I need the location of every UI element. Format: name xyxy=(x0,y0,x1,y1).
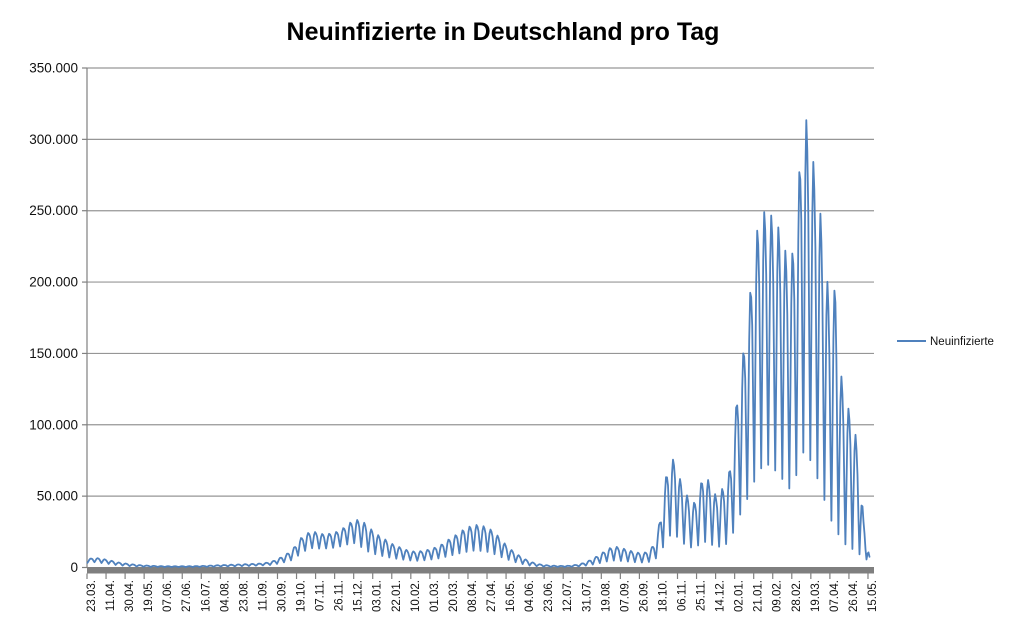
x-tick-label: 06.11. xyxy=(677,580,689,611)
x-tick-label: 07.09. xyxy=(619,580,631,612)
x-tick-label: 08.04. xyxy=(467,580,479,612)
x-tick-label: 20.03. xyxy=(448,580,460,612)
x-tick-label: 16.07. xyxy=(200,580,212,612)
x-tick-label: 21.01. xyxy=(753,580,765,612)
x-tick-label: 10.02. xyxy=(410,580,422,612)
x-tick-label: 19.03. xyxy=(810,580,822,612)
x-tick-label: 16.05. xyxy=(505,580,517,612)
y-tick-label: 350.000 xyxy=(29,61,78,76)
x-tick-label: 23.03. xyxy=(86,580,98,612)
y-tick-label: 200.000 xyxy=(29,275,78,290)
chart-title: Neuinfizierte in Deutschland pro Tag xyxy=(287,18,720,46)
x-tick-label: 15.12. xyxy=(353,580,365,612)
x-axis: 23.03. 11.04. 30.04. 19.05. 07.06. 27.06. 16.0… xyxy=(86,567,879,612)
x-tick-label: 22.01. xyxy=(391,580,403,612)
x-tick-label: 28.02. xyxy=(791,580,803,612)
x-tick-label: 30.09. xyxy=(276,580,288,612)
y-tick-label: 100.000 xyxy=(29,417,78,432)
x-tick-label: 31.07. xyxy=(581,580,593,612)
x-tick-label: 04.08. xyxy=(219,580,231,612)
x-tick-label: 26.11. xyxy=(334,580,346,611)
x-tick-label: 27.04. xyxy=(486,580,498,612)
x-tick-label: 07.06. xyxy=(162,580,174,612)
x-tick-label: 14.12. xyxy=(715,580,727,612)
x-tick-label: 12.07. xyxy=(562,580,574,612)
x-tick-label: 30.04. xyxy=(124,580,136,612)
x-tick-label: 27.06. xyxy=(181,580,193,612)
x-tick-label: 03.01. xyxy=(372,580,384,612)
y-tick-label: 150.000 xyxy=(29,346,78,361)
x-tick-label: 02.01. xyxy=(734,580,746,612)
gridlines xyxy=(87,67,874,497)
x-tick-label: 07.04. xyxy=(829,580,841,612)
x-tick-label: 26.09. xyxy=(638,580,650,612)
legend-label: Neuinfizierte xyxy=(930,336,994,348)
y-axis: 0 50.000 100.000 150.000 200.000 250.000 300.0… xyxy=(29,61,88,575)
y-tick-label: 300.000 xyxy=(29,132,78,147)
x-tick-label: 26.04. xyxy=(848,580,860,612)
series-line-neuinfizierte xyxy=(86,119,871,568)
x-tick-label: 23.06. xyxy=(543,580,555,612)
x-axis-bar xyxy=(87,567,874,574)
y-tick-label: 0 xyxy=(70,560,78,575)
x-tick-label: 04.06. xyxy=(524,580,536,612)
x-tick-label: 19.08. xyxy=(600,580,612,612)
x-tick-label: 09.02. xyxy=(772,580,784,612)
x-tick-label: 25.11. xyxy=(696,580,708,611)
x-tick-label: 11.04. xyxy=(105,580,117,611)
x-tick-label: 15.05. xyxy=(867,580,879,612)
y-tick-label: 50.000 xyxy=(37,489,78,504)
x-tick-label: 23.08. xyxy=(238,580,250,612)
y-tick-label: 250.000 xyxy=(29,203,78,218)
x-tick-label: 19.10. xyxy=(296,580,308,612)
x-tick-label: 19.05. xyxy=(143,580,155,612)
legend: Neuinfizierte xyxy=(897,336,994,348)
x-tick-label: 18.10. xyxy=(657,580,669,612)
x-tick-label: 11.09. xyxy=(257,580,269,611)
x-tick-label: 01.03. xyxy=(429,580,441,612)
x-tick-label: 07.11. xyxy=(315,580,327,611)
